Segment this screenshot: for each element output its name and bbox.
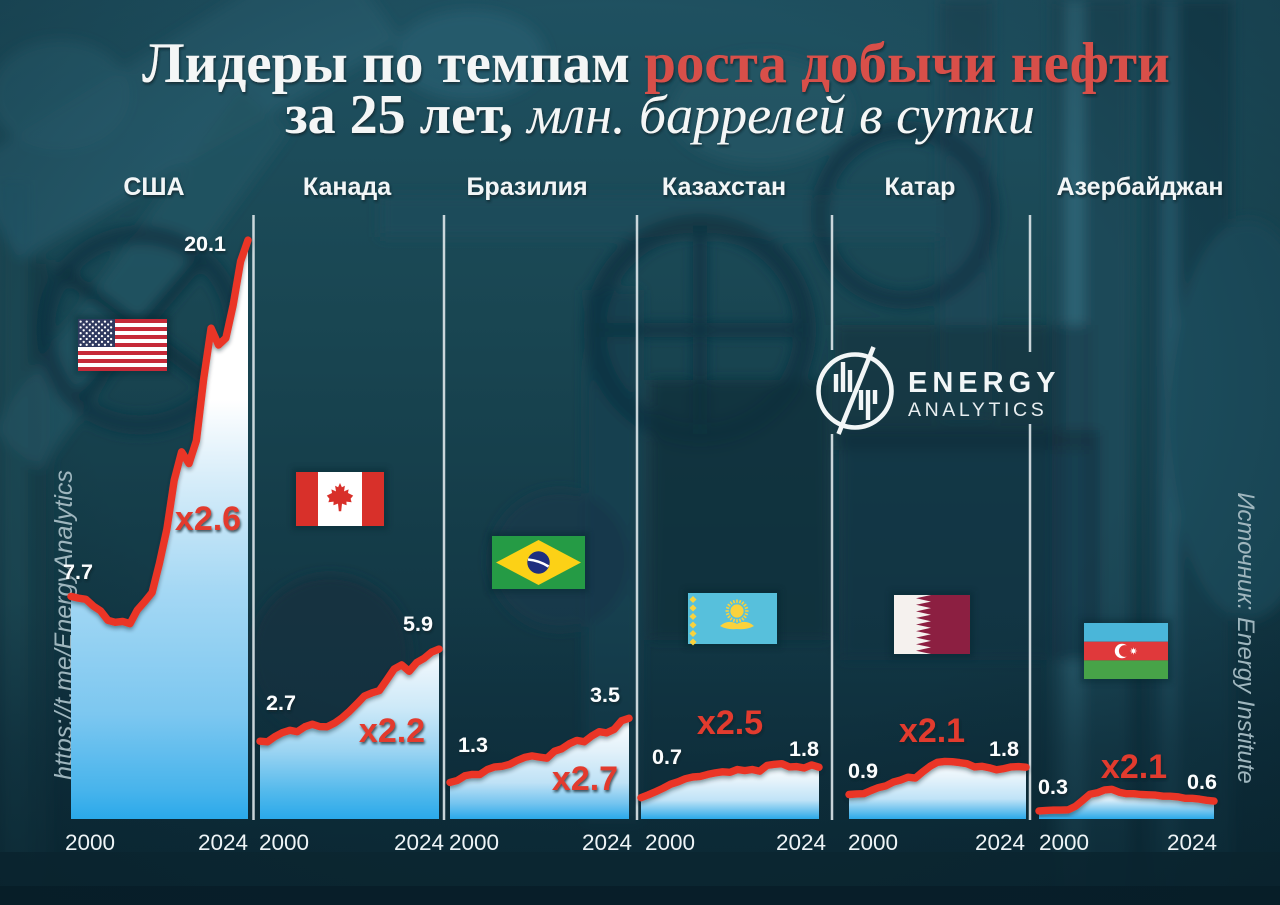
svg-text:2000: 2000	[65, 830, 115, 855]
svg-text:2024: 2024	[198, 830, 248, 855]
svg-text:0.6: 0.6	[1187, 770, 1217, 794]
svg-text:2.7: 2.7	[266, 691, 296, 715]
svg-text:5.9: 5.9	[403, 612, 433, 636]
svg-text:7.7: 7.7	[63, 560, 93, 584]
svg-text:2024: 2024	[394, 830, 444, 855]
svg-text:0.3: 0.3	[1038, 775, 1068, 799]
svg-text:x2.5: x2.5	[697, 704, 763, 742]
svg-text:1.8: 1.8	[989, 737, 1019, 761]
svg-text:Катар: Катар	[885, 173, 956, 201]
svg-text:x2.1: x2.1	[1101, 748, 1167, 786]
svg-text:3.5: 3.5	[590, 683, 620, 707]
svg-text:2000: 2000	[848, 830, 898, 855]
svg-text:Лидеры по темпам роста добычи: Лидеры по темпам роста добычи нефти	[142, 32, 1170, 95]
svg-text:x2.2: x2.2	[359, 712, 425, 750]
svg-text:0.9: 0.9	[848, 759, 878, 783]
svg-text:1.3: 1.3	[458, 733, 488, 757]
svg-text:США: США	[123, 173, 184, 201]
svg-text:2000: 2000	[259, 830, 309, 855]
svg-text:Азербайджан: Азербайджан	[1057, 173, 1224, 201]
svg-text:ENERGY: ENERGY	[908, 367, 1060, 399]
svg-text:1.8: 1.8	[789, 737, 819, 761]
svg-text:2024: 2024	[975, 830, 1025, 855]
svg-text:Источник: Energy Institute: Источник: Energy Institute	[1232, 492, 1259, 784]
svg-text:x2.7: x2.7	[552, 760, 618, 798]
svg-text:2000: 2000	[1039, 830, 1089, 855]
svg-text:2000: 2000	[645, 830, 695, 855]
svg-text:Бразилия: Бразилия	[466, 173, 587, 201]
svg-text:ANALYTICS: ANALYTICS	[908, 399, 1047, 421]
svg-text:за 25 лет, млн. баррелей в сут: за 25 лет, млн. баррелей в сутки	[285, 84, 1035, 146]
svg-text:2024: 2024	[582, 830, 632, 855]
svg-text:Канада: Канада	[303, 173, 392, 201]
svg-text:2024: 2024	[776, 830, 826, 855]
svg-text:2000: 2000	[449, 830, 499, 855]
svg-text:x2.1: x2.1	[899, 712, 965, 750]
svg-text:Казахстан: Казахстан	[662, 173, 786, 201]
svg-text:0.7: 0.7	[652, 745, 682, 769]
svg-text:2024: 2024	[1167, 830, 1217, 855]
svg-text:20.1: 20.1	[184, 232, 226, 256]
svg-text:x2.6: x2.6	[175, 500, 241, 538]
